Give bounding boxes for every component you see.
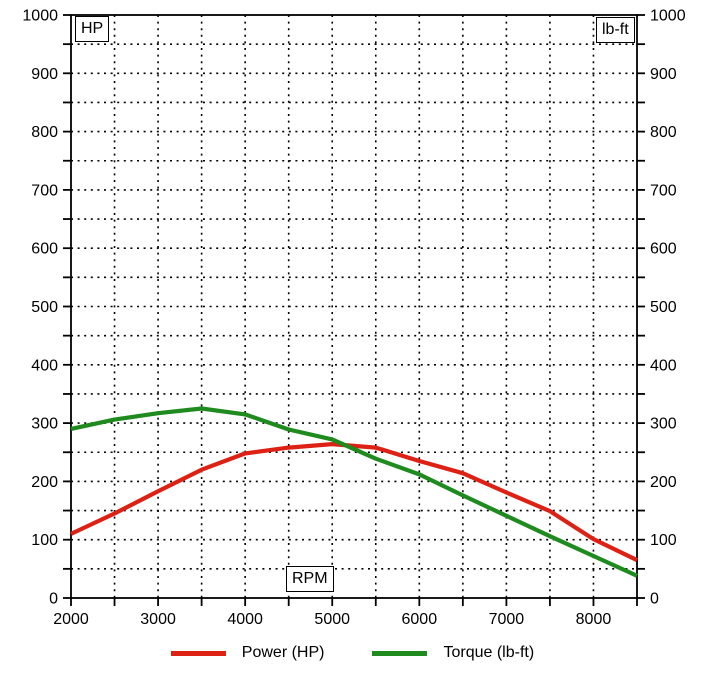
y-axis-tick-label-left: 600 (31, 241, 58, 258)
x-axis-tick-label: 7000 (489, 611, 525, 628)
chart-legend: Power (HP) Torque (lb-ft) (0, 644, 705, 662)
legend-swatch-torque (372, 650, 428, 656)
x-axis-tick-label: 4000 (227, 611, 263, 628)
right-axis-unit-label: lb-ft (602, 21, 629, 38)
power-curve (70, 442, 638, 562)
torque-curve (70, 406, 638, 578)
y-axis-tick-label-left: 400 (31, 357, 58, 374)
legend-swatch-power (170, 650, 226, 656)
y-axis-tick-label-right: 900 (650, 66, 677, 83)
y-axis-tick-label-right: 800 (650, 124, 677, 141)
y-axis-tick-label-left: 500 (31, 299, 58, 316)
y-axis-tick-label-left: 800 (31, 124, 58, 141)
x-axis-tick-label: 6000 (402, 611, 438, 628)
left-axis-unit-label: HP (81, 20, 104, 37)
y-axis-tick-label-left: 700 (31, 182, 58, 199)
y-axis-tick-label-right: 300 (650, 416, 677, 433)
y-axis-tick-label-left: 0 (49, 591, 58, 608)
legend-item-torque: Torque (lb-ft) (372, 644, 534, 662)
x-axis-unit-box: RPM (286, 566, 334, 592)
x-axis-tick-label: 3000 (140, 611, 176, 628)
x-axis-tick-label: 2000 (53, 611, 89, 628)
x-axis-unit-label: RPM (292, 570, 328, 587)
x-axis-tick-label: 8000 (576, 611, 612, 628)
y-axis-tick-label-left: 200 (31, 474, 58, 491)
legend-item-power: Power (HP) (170, 644, 325, 662)
y-axis-tick-label-right: 500 (650, 299, 677, 316)
y-axis-tick-label-right: 400 (650, 357, 677, 374)
y-axis-tick-label-right: 600 (650, 241, 677, 258)
y-axis-tick-label-right: 700 (650, 182, 677, 199)
legend-label-power: Power (HP) (241, 644, 325, 661)
y-axis-tick-label-right: 1000 (650, 8, 686, 25)
legend-label-torque: Torque (lb-ft) (443, 644, 535, 661)
y-axis-tick-label-right: 0 (650, 591, 659, 608)
right-axis-unit-box: lb-ft (596, 17, 635, 43)
y-axis-tick-label-right: 200 (650, 474, 677, 491)
y-axis-tick-label-right: 100 (650, 532, 677, 549)
y-axis-tick-label-left: 300 (31, 416, 58, 433)
y-axis-tick-label-left: 1000 (22, 8, 58, 25)
y-axis-tick-label-left: 100 (31, 532, 58, 549)
x-axis-tick-label: 5000 (314, 611, 350, 628)
left-axis-unit-box: HP (75, 16, 110, 42)
y-axis-tick-label-left: 900 (31, 66, 58, 83)
